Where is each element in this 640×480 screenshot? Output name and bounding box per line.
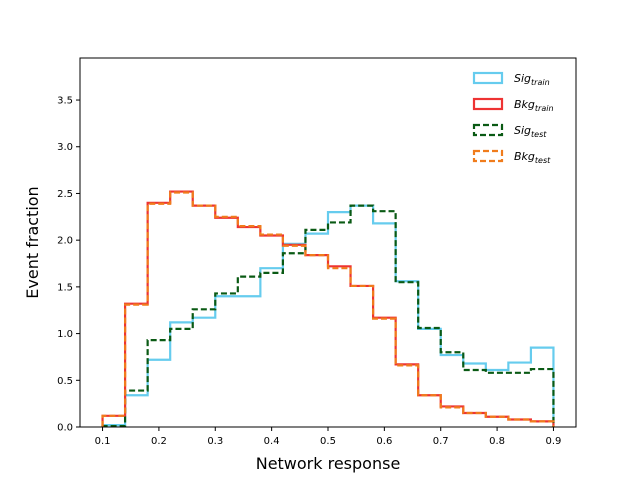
legend-label: Sigtrain [514,72,550,87]
y-tick-label: 2.5 [57,189,73,200]
y-tick-label: 1.0 [57,329,73,340]
plot-frame [79,57,577,428]
series-layer [101,190,555,428]
x-tick-label: 0.3 [207,436,223,447]
legend-label: Sigtest [514,124,547,139]
series-sig-train [101,204,555,427]
ticks-layer: 0.1 0.2 0.3 0.4 0.5 0.6 0.7 0.8 0.9 0.0 0.5 1.0 1.5 2… [57,96,561,447]
legend-label: Bkgtest [514,150,551,165]
y-tick-label: 3.5 [57,96,73,107]
series-sig-test [101,204,555,428]
y-tick-label: 3.0 [57,142,73,153]
legend-swatch [472,149,504,163]
legend-swatch [472,97,504,111]
legend-label: Bkgtrain [514,98,554,113]
series-bkg-test [101,191,555,427]
x-tick-label: 0.6 [376,436,392,447]
y-tick-label: 2.0 [57,236,73,247]
legend: Sigtrain Bkgtrain Sigtest Bkgtest [472,71,554,165]
legend-swatch [472,71,504,85]
x-tick-label: 0.9 [546,436,562,447]
legend-swatch [472,123,504,137]
y-axis-label: Event fraction [23,186,42,298]
x-tick-label: 0.1 [95,436,111,447]
y-tick-label: 1.5 [57,282,73,293]
x-axis-label: Network response [256,454,401,473]
x-tick-label: 0.5 [320,436,336,447]
x-tick-label: 0.8 [489,436,505,447]
y-tick-label: 0.0 [57,423,73,434]
x-tick-label: 0.4 [264,436,280,447]
x-tick-label: 0.7 [433,436,449,447]
x-tick-label: 0.2 [151,436,167,447]
y-tick-label: 0.5 [57,376,73,387]
